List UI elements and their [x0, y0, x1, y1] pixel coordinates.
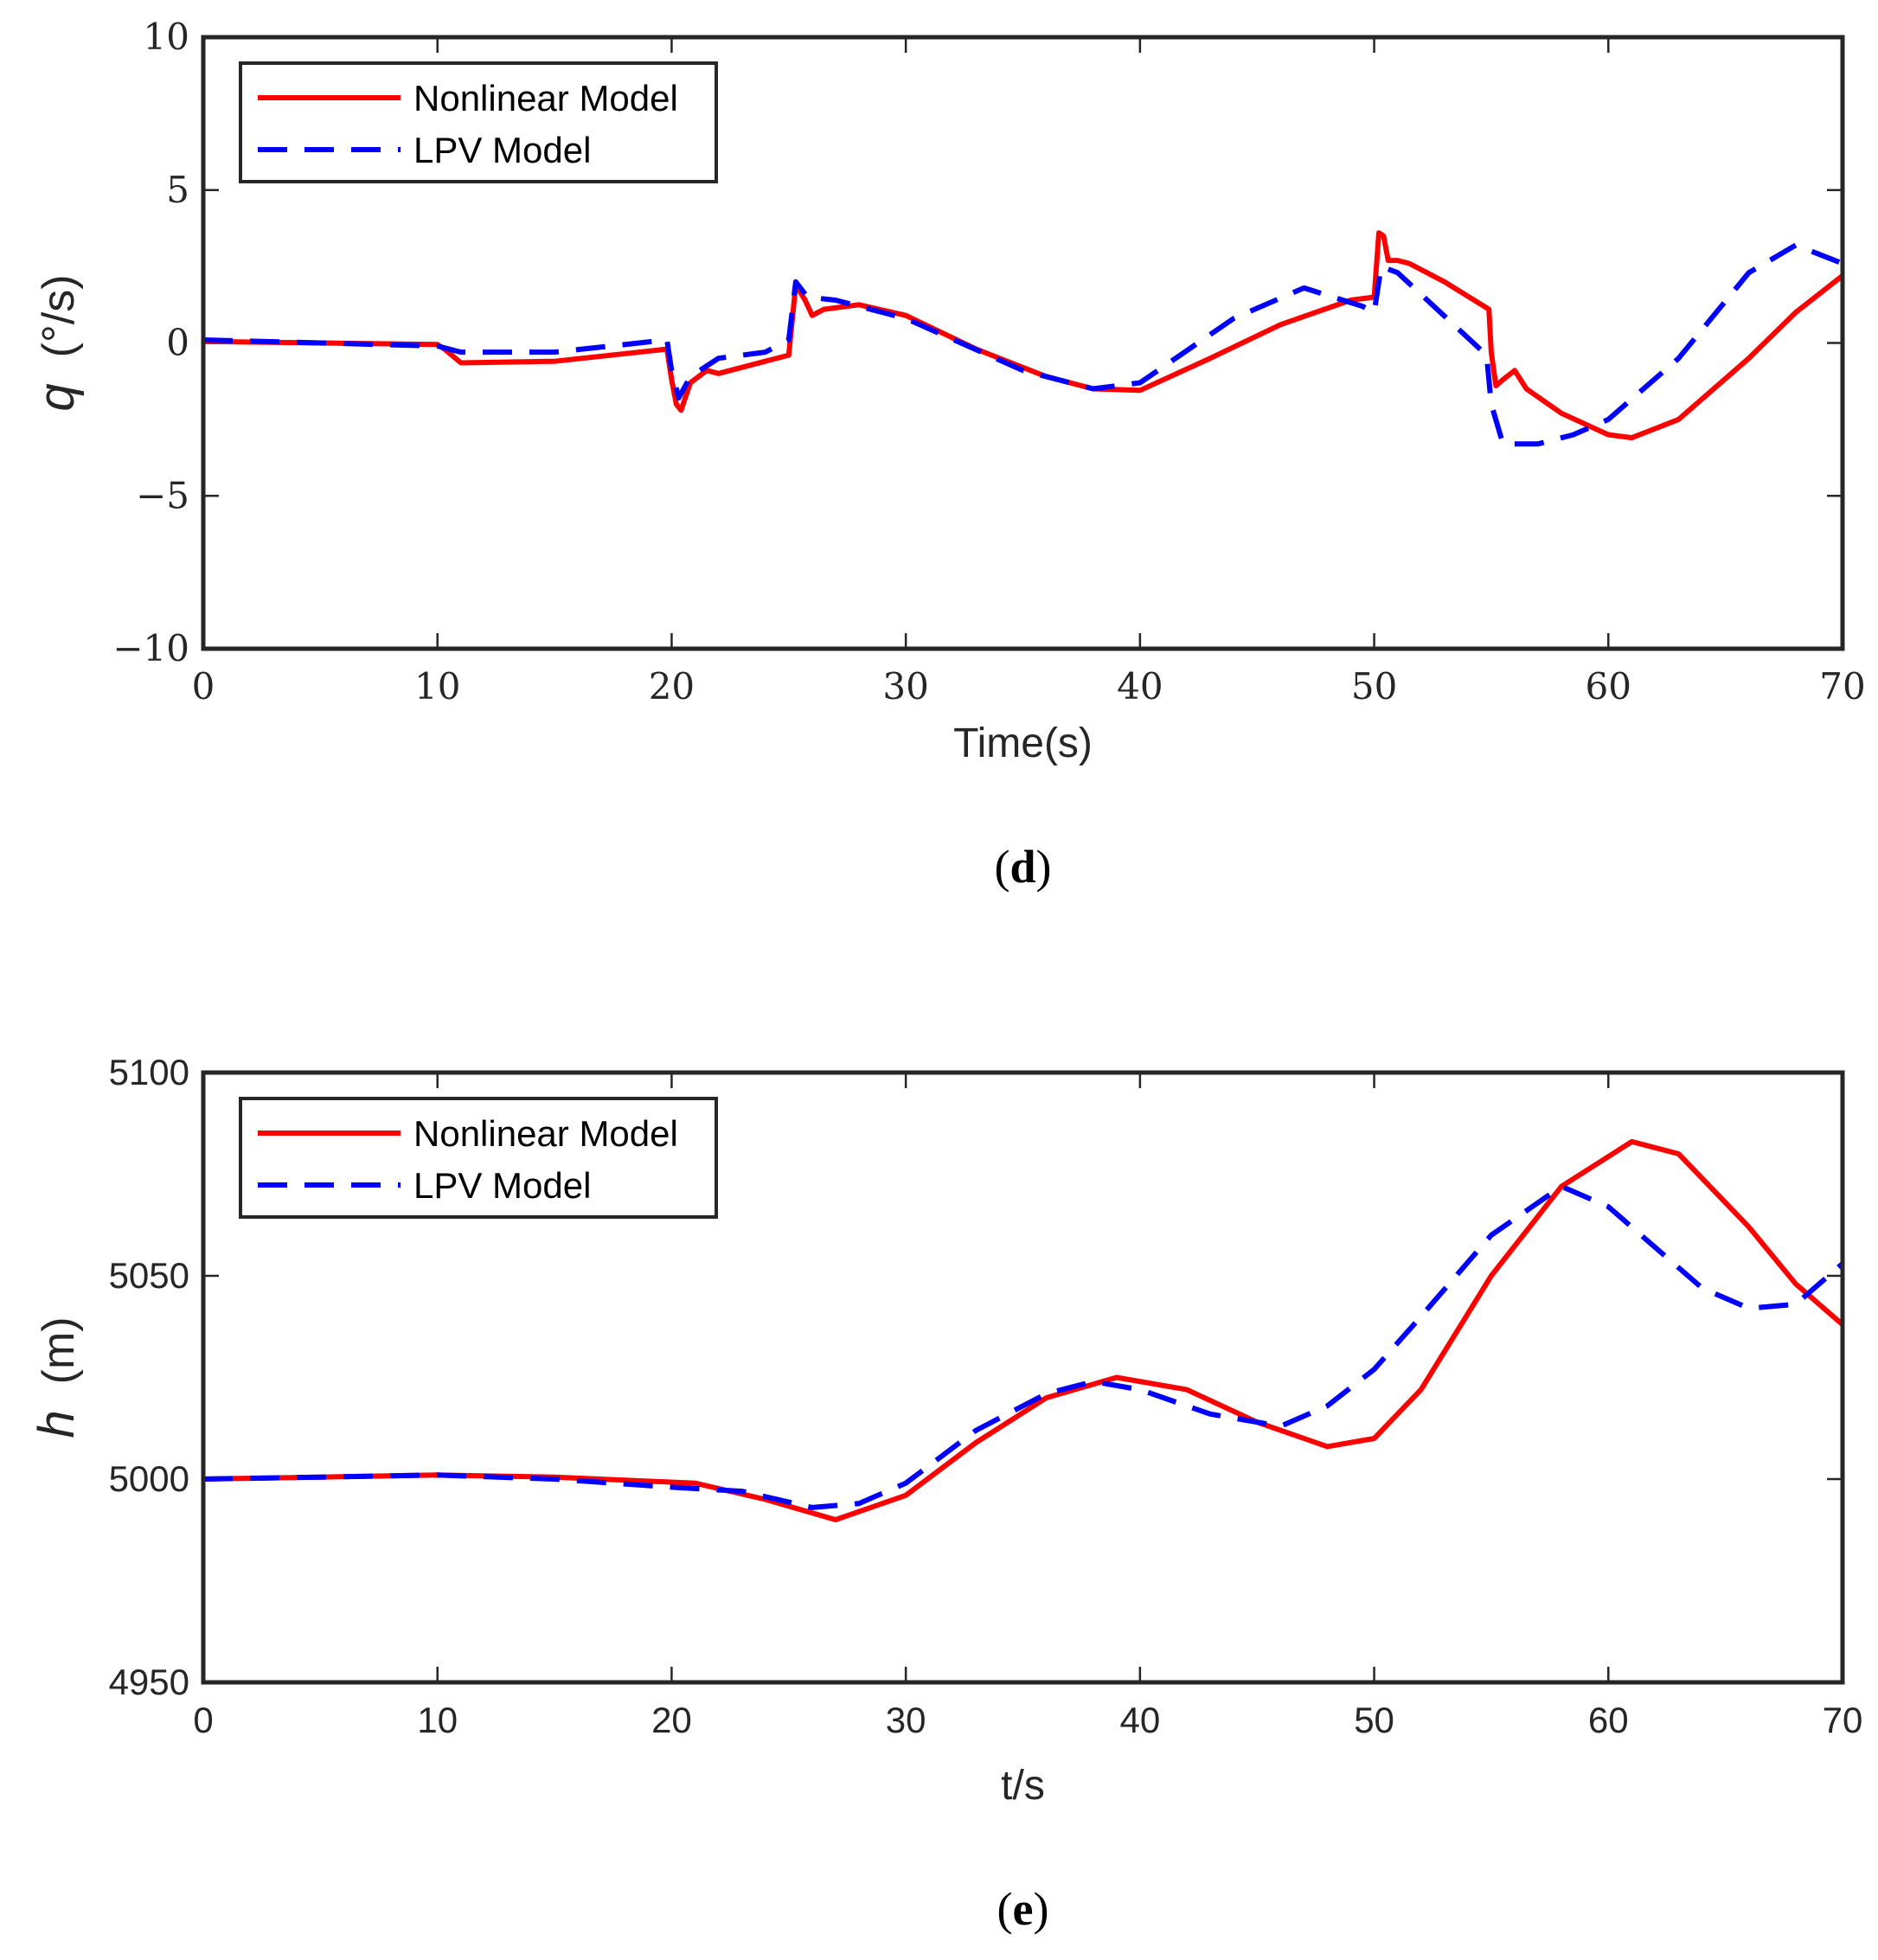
y-tick-label: 5000 — [109, 1458, 189, 1499]
legend-label: Nonlinear Model — [413, 78, 678, 118]
x-tick-label: 70 — [1823, 1700, 1863, 1740]
y-axis-unit: (°/s) — [34, 274, 84, 357]
caption-letter: e — [1013, 1883, 1034, 1935]
x-tick-label: 40 — [1117, 665, 1163, 708]
y-tick-label: 4950 — [109, 1662, 189, 1702]
x-tick-label: 40 — [1119, 1700, 1160, 1740]
axes-box — [201, 1070, 1845, 1685]
y-axis-variable: q — [29, 383, 85, 411]
y-axis-label: h (m) — [29, 1316, 85, 1438]
x-axis-label: t/s — [1001, 1763, 1045, 1809]
x-tick-label: 0 — [193, 1700, 213, 1740]
figure-caption: (d) — [994, 841, 1051, 893]
y-axis-unit: (m) — [34, 1316, 84, 1384]
y-tick-label: 0 — [166, 322, 189, 364]
y-tick-label: 5100 — [109, 1052, 189, 1092]
legend-box — [239, 61, 718, 183]
x-tick-label: 30 — [886, 1700, 926, 1740]
series-line-nonlinear — [203, 230, 1843, 441]
caption-letter: d — [1010, 841, 1035, 893]
x-tick-label: 70 — [1819, 665, 1865, 708]
x-tick-label: 30 — [882, 665, 928, 708]
x-tick-label: 50 — [1354, 1700, 1394, 1740]
chart-d: 0 10 20 30 40 50 60 70 −10 −5 0 5 10 Nonlinear Model L… — [29, 16, 1866, 893]
legend-box — [239, 1097, 718, 1219]
legend: Nonlinear Model LPV Model — [239, 1097, 718, 1219]
x-tick-label: 10 — [414, 665, 460, 708]
x-axis-label: Time(s) — [953, 721, 1093, 766]
x-tick-label: 60 — [1588, 1700, 1629, 1740]
x-tick-label: 50 — [1351, 665, 1397, 708]
y-tick-label: −10 — [112, 627, 189, 669]
x-tick-label: 60 — [1586, 665, 1631, 708]
x-tick-label: 10 — [417, 1700, 458, 1740]
legend-label: Nonlinear Model — [413, 1113, 678, 1154]
x-tick-label: 20 — [649, 665, 695, 708]
y-axis-variable: h — [29, 1410, 85, 1438]
y-tick-label: −5 — [136, 474, 189, 516]
series-line-lpv — [203, 1183, 1843, 1510]
axes-box — [201, 35, 1845, 651]
x-tick-label: 20 — [651, 1700, 692, 1740]
y-tick-label: 5050 — [109, 1255, 189, 1296]
chart-e: 0 10 20 30 40 50 60 70 4950 5000 5050 5100 Nonlinear… — [29, 1052, 1862, 1935]
legend-label: LPV Model — [413, 1165, 591, 1206]
series-line-lpv — [203, 242, 1843, 447]
x-tick-label: 0 — [192, 665, 215, 708]
y-tick-label: 5 — [166, 169, 189, 211]
y-axis-label: q (°/s) — [29, 274, 85, 411]
y-tick-label: 10 — [144, 16, 189, 58]
figure-caption: (e) — [997, 1883, 1049, 1935]
legend-label: LPV Model — [413, 130, 591, 170]
series-line-nonlinear — [203, 1138, 1843, 1522]
legend: Nonlinear Model LPV Model — [239, 61, 718, 183]
